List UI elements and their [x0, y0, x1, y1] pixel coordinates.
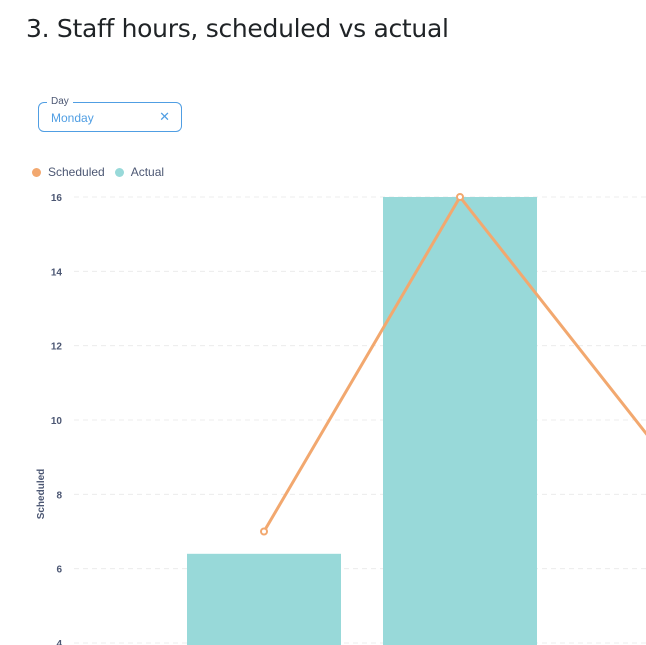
legend-item-scheduled[interactable]: Scheduled: [32, 165, 105, 179]
close-icon[interactable]: ✕: [159, 109, 170, 124]
filter-value[interactable]: Monday: [51, 111, 94, 125]
legend-dot-scheduled: [32, 167, 41, 177]
point-scheduled: [456, 193, 464, 201]
y-tick-label: 6: [56, 565, 62, 576]
y-axis-label: Scheduled: [36, 469, 47, 520]
bar-actual: [187, 553, 341, 645]
day-filter[interactable]: Day Monday ✕: [38, 96, 182, 132]
y-tick-label: 4: [56, 639, 62, 645]
point-scheduled: [260, 527, 268, 536]
legend-label-scheduled: Scheduled: [48, 165, 105, 179]
legend-dot-actual: [114, 167, 124, 177]
y-tick-label: 16: [51, 193, 63, 204]
bar-actual: [383, 197, 537, 645]
y-tick-label: 10: [51, 416, 63, 427]
y-tick-label: 12: [51, 342, 63, 353]
page-title: 3. Staff hours, scheduled vs actual: [26, 14, 449, 43]
y-tick-label: 8: [56, 490, 62, 501]
filter-label: Day: [47, 96, 73, 108]
y-tick-label: 14: [51, 267, 63, 278]
chart-legend: Scheduled Actual: [32, 165, 164, 179]
legend-label-actual: Actual: [130, 165, 165, 179]
legend-item-actual[interactable]: Actual: [114, 165, 165, 179]
